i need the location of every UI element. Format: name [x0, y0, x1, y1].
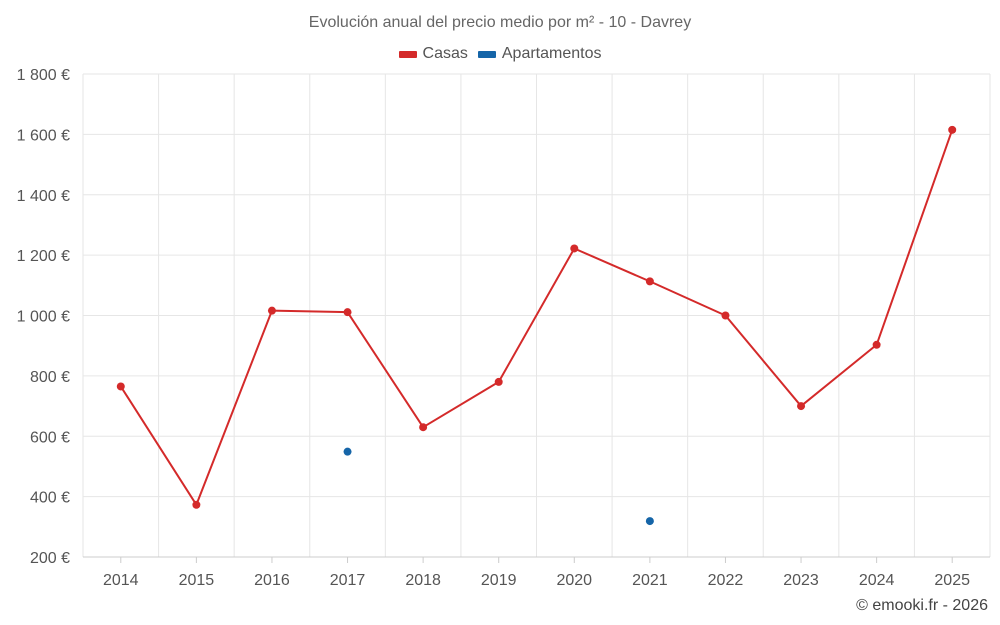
x-tick-label: 2022 [708, 572, 744, 589]
series-line-casas [119, 385, 198, 506]
x-tick-label: 2023 [783, 572, 819, 589]
y-tick-label: 1 800 € [17, 67, 70, 84]
x-tick-label: 2018 [405, 572, 441, 589]
x-tick-label: 2021 [632, 572, 668, 589]
y-tick-label: 800 € [30, 369, 70, 386]
x-tick-label: 2017 [330, 572, 366, 589]
series-line-casas [346, 311, 425, 429]
x-tick-label: 2015 [179, 572, 215, 589]
legend-swatch-casas [398, 50, 417, 58]
x-tick-label: 2020 [556, 572, 592, 589]
data-point-casas [343, 308, 352, 317]
legend-item-casas[interactable]: Casas [398, 45, 468, 63]
y-tick-label: 600 € [30, 429, 70, 446]
series-line-casas [800, 343, 878, 408]
x-tick-label: 2019 [481, 572, 517, 589]
data-point-casas [872, 340, 881, 349]
data-point-apartamentos [645, 517, 654, 526]
series-line-casas [573, 247, 651, 283]
series-line-casas [648, 280, 727, 317]
y-tick-label: 200 € [30, 550, 70, 567]
y-tick-label: 1 200 € [17, 248, 70, 265]
x-tick-label: 2016 [254, 572, 290, 589]
series-line-casas [270, 309, 349, 314]
legend-item-apartamentos[interactable]: Apartamentos [477, 45, 602, 63]
y-tick-label: 1 600 € [17, 127, 70, 144]
data-point-casas [948, 125, 957, 134]
footer-copyright: © emooki.fr - 2026 [856, 597, 988, 614]
data-point-casas [267, 306, 276, 315]
x-tick-label: 2025 [934, 572, 970, 589]
series-line-casas [497, 247, 576, 383]
legend-label-apartamentos: Apartamentos [501, 45, 602, 62]
y-tick-label: 400 € [30, 490, 70, 507]
data-point-casas [797, 402, 806, 411]
series-line-casas [724, 314, 803, 408]
legend-label-casas: Casas [422, 45, 468, 62]
data-point-casas [419, 423, 428, 432]
data-point-casas [721, 311, 730, 320]
legend: Casas Apartamentos [0, 45, 1000, 63]
chart-title: Evolución anual del precio medio por m² … [308, 14, 692, 31]
data-point-casas [645, 277, 654, 286]
y-tick-label: 1 000 € [17, 309, 70, 326]
legend-swatch-apartamentos [477, 50, 496, 58]
x-tick-label: 2014 [103, 572, 139, 589]
data-point-apartamentos [343, 447, 352, 456]
x-tick-label: 2024 [859, 572, 895, 589]
series-line-casas [195, 309, 273, 506]
data-point-casas [494, 377, 503, 386]
data-point-casas [116, 382, 125, 391]
series-line-casas [875, 128, 954, 346]
series-line-casas [422, 380, 500, 429]
y-tick-label: 1 400 € [17, 188, 70, 205]
data-point-casas [192, 500, 201, 509]
data-point-casas [570, 244, 579, 253]
